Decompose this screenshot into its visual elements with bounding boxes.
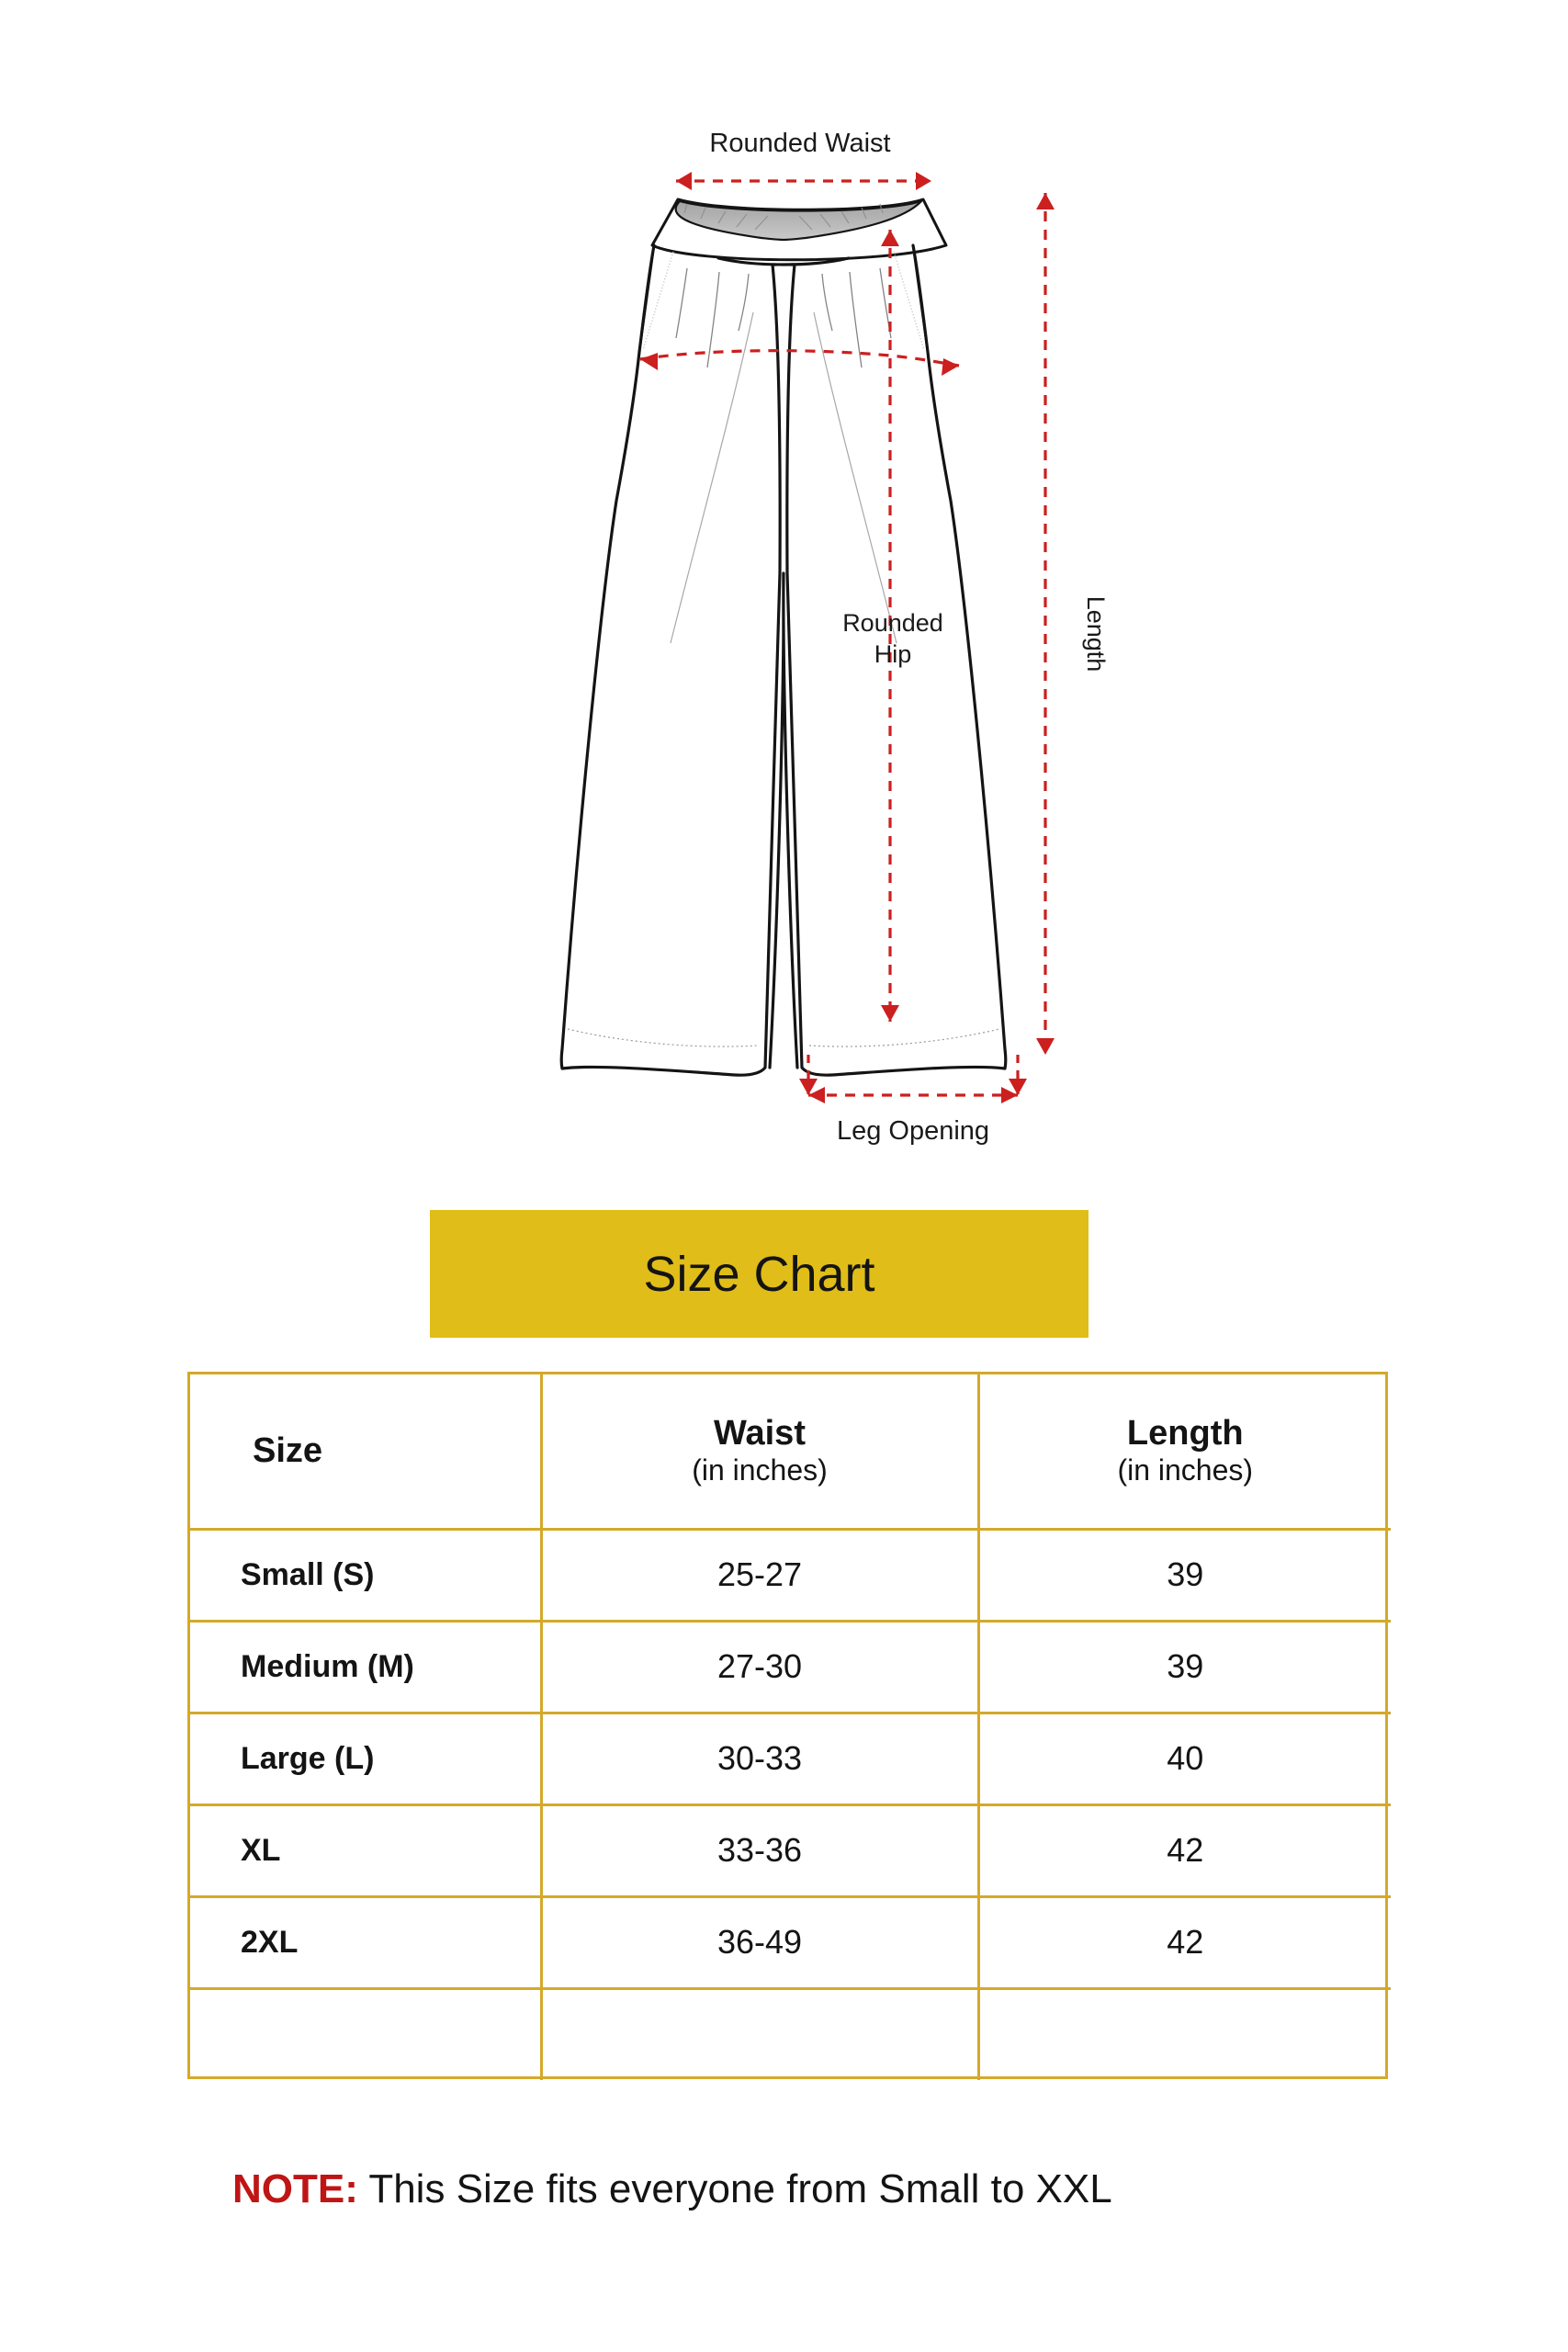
svg-text:Leg Opening: Leg Opening xyxy=(837,1116,989,1146)
svg-text:Rounded: Rounded xyxy=(842,609,943,637)
svg-text:Hip: Hip xyxy=(874,640,912,668)
svg-text:Length: Length xyxy=(1082,596,1110,673)
svg-text:Rounded Waist: Rounded Waist xyxy=(709,129,890,158)
